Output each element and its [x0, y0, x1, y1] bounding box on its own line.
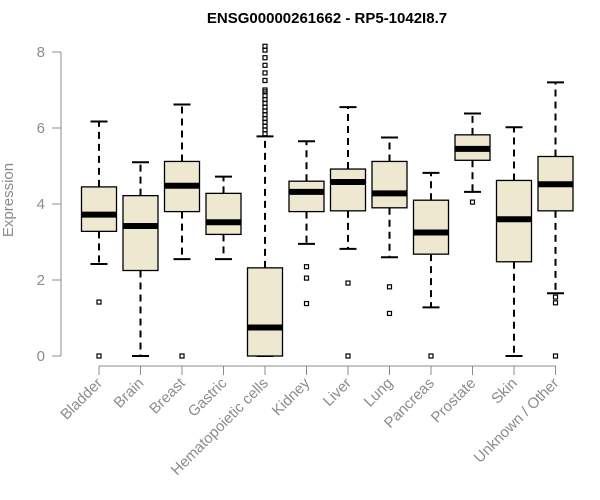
boxes: [80, 43, 574, 359]
iqr-box: [329, 168, 367, 212]
x-tick-label: Brain: [111, 375, 148, 412]
x-tick-label: Lung: [361, 375, 397, 411]
outlier-point: [428, 353, 434, 359]
box-pancreas: [412, 171, 450, 359]
outlier-point: [262, 70, 268, 76]
iqr-box: [205, 192, 242, 236]
box-bladder: [80, 120, 118, 359]
box-brain: [122, 161, 159, 357]
outlier-point: [345, 280, 351, 286]
outlier-point: [303, 275, 310, 281]
y-tick-label: 0: [37, 348, 45, 365]
y-axis-label: Expression: [0, 163, 17, 237]
box-skin: [495, 126, 533, 357]
box-hematopoietic-cells: [246, 43, 284, 357]
box-unknown-other: [537, 81, 574, 359]
x-tick-label: Liver: [320, 375, 355, 410]
outlier-point: [262, 43, 268, 49]
box-breast: [163, 103, 201, 359]
outlier-point: [552, 294, 559, 300]
outlier-point: [262, 77, 268, 84]
outlier-point: [552, 300, 559, 306]
outlier-point: [262, 62, 268, 68]
chart-title: ENSG00000261662 - RP5-1042I8.7: [207, 10, 447, 27]
box-prostate: [454, 112, 491, 205]
outlier-point: [469, 199, 476, 205]
outlier-point: [96, 299, 102, 305]
outlier-point: [386, 284, 393, 290]
iqr-box: [246, 267, 284, 357]
iqr-box: [412, 199, 450, 255]
box-kidney: [288, 140, 325, 307]
y-tick-label: 2: [37, 272, 45, 289]
iqr-box: [288, 180, 325, 213]
y-tick-label: 6: [37, 120, 45, 137]
outlier-point: [262, 87, 268, 93]
iqr-box: [80, 186, 118, 233]
x-tick-label: Prostate: [428, 375, 480, 427]
outlier-point: [179, 353, 185, 359]
box-lung: [371, 136, 408, 317]
x-tick-label: Bladder: [57, 375, 106, 424]
y-tick-label: 8: [37, 44, 45, 61]
y-ticks: 0 2 4 6 8: [37, 44, 61, 365]
x-tick-label: Skin: [488, 375, 521, 408]
box-liver: [329, 106, 367, 359]
outlier-point: [262, 55, 268, 61]
y-tick-label: 4: [37, 196, 45, 213]
outlier-point: [552, 353, 559, 359]
outlier-point: [303, 300, 310, 307]
box-gastric: [205, 175, 242, 261]
outlier-point: [303, 264, 310, 270]
outlier-point: [345, 353, 351, 359]
outlier-point: [386, 310, 393, 317]
iqr-box: [122, 194, 159, 272]
iqr-box: [371, 160, 408, 209]
x-tick-label: Breast: [146, 374, 189, 417]
x-tick-label: Kidney: [269, 374, 314, 419]
outlier-point: [96, 353, 102, 359]
